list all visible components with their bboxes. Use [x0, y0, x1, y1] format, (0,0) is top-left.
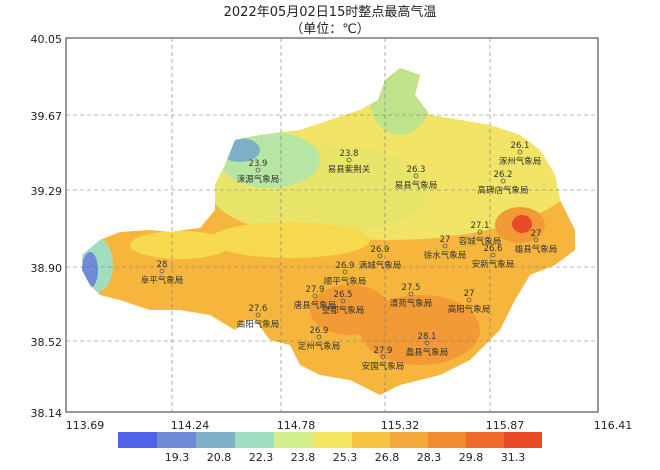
station-value: 28 — [157, 260, 168, 270]
station-value: 26.2 — [494, 170, 513, 180]
legend-label: 26.8 — [375, 451, 400, 464]
station-marker — [255, 167, 261, 173]
station-name: 高碑店气象局 — [477, 185, 528, 196]
lon-label: 113.69 — [66, 419, 105, 432]
station-marker — [533, 237, 539, 243]
station-value: 27 — [440, 235, 451, 245]
legend-label: 28.3 — [417, 451, 442, 464]
station-marker — [159, 268, 165, 274]
station-value: 28.1 — [418, 332, 437, 342]
station-value: 27.9 — [306, 285, 325, 295]
station-name: 容城气象局 — [459, 236, 502, 247]
station-value: 26.9 — [336, 261, 355, 271]
station-value: 27 — [464, 289, 475, 299]
station-name: 蠡县气象局 — [406, 347, 449, 358]
station-name: 涞源气象局 — [237, 174, 280, 185]
station-marker — [408, 291, 414, 297]
legend-label: 20.8 — [207, 451, 232, 464]
station-marker — [342, 269, 348, 275]
station-name: 涿州气象局 — [499, 156, 542, 167]
station-value: 26.3 — [407, 165, 426, 175]
subtitle: （单位：℃） — [290, 22, 370, 37]
lon-label: 115.32 — [381, 419, 420, 432]
station-marker — [255, 312, 261, 318]
station-name: 清苑气象局 — [390, 298, 433, 309]
station-name: 望都气象局 — [322, 305, 365, 316]
lat-label: 38.52 — [31, 336, 63, 349]
station-value: 27.6 — [249, 304, 268, 314]
station-value: 26.9 — [371, 245, 390, 255]
station-value: 27.5 — [402, 283, 421, 293]
station-marker — [312, 293, 318, 299]
station-value: 27 — [531, 229, 542, 239]
station-name: 唐县气象局 — [294, 300, 337, 311]
lat-label: 38.90 — [31, 262, 63, 275]
station-value: 26.9 — [310, 326, 329, 336]
lat-label: 39.67 — [31, 110, 63, 123]
station-name: 安新气象局 — [472, 259, 515, 270]
station-name: 定州气象局 — [298, 341, 341, 352]
station-name: 高阳气象局 — [448, 304, 491, 315]
station-name: 雄县气象局 — [515, 244, 558, 255]
station-marker — [380, 354, 386, 360]
station-name: 顺平气象局 — [324, 276, 367, 287]
lat-label: 40.05 — [31, 33, 63, 46]
station-marker — [500, 178, 506, 184]
lon-label: 116.41 — [594, 419, 633, 432]
station-marker — [316, 334, 322, 340]
station-name: 曲阳气象局 — [237, 319, 280, 330]
station-value: 23.8 — [340, 149, 359, 159]
station-value: 27.9 — [374, 346, 393, 356]
legend-label: 22.3 — [249, 451, 274, 464]
station-marker — [340, 298, 346, 304]
title: 2022年05月02日15时整点最高气温 — [224, 4, 437, 20]
lat-label: 39.29 — [31, 185, 63, 198]
station-marker — [442, 243, 448, 249]
station-marker — [517, 149, 523, 155]
station-value: 23.9 — [249, 159, 268, 169]
legend-label: 29.8 — [459, 451, 484, 464]
station-marker — [413, 173, 419, 179]
colorbar — [118, 432, 542, 448]
lon-label: 115.87 — [486, 419, 525, 432]
legend-label: 23.8 — [291, 451, 316, 464]
station-name: 满城气象局 — [359, 260, 402, 271]
station-marker — [466, 297, 472, 303]
graticule — [66, 38, 598, 412]
station-value: 26.1 — [511, 141, 530, 151]
station-marker — [346, 157, 352, 163]
lon-label: 114.24 — [171, 419, 210, 432]
legend-label: 31.3 — [501, 451, 526, 464]
station-name: 易县气象局 — [395, 180, 438, 191]
station-marker — [424, 340, 430, 346]
lat-label: 38.14 — [31, 407, 63, 420]
station-marker — [490, 252, 496, 258]
station-name: 易县紫荆关 — [328, 164, 371, 175]
lon-label: 114.78 — [277, 419, 316, 432]
station-name: 安国气象局 — [362, 361, 405, 372]
station-marker — [477, 229, 483, 235]
station-value: 26.5 — [334, 290, 353, 300]
station-marker — [377, 253, 383, 259]
station-name: 徐水气象局 — [424, 250, 467, 261]
station-value: 27.1 — [471, 221, 490, 231]
station-name: 阜平气象局 — [141, 275, 184, 286]
legend-label: 25.3 — [333, 451, 358, 464]
legend-label: 19.3 — [165, 451, 190, 464]
station-value: 26.6 — [484, 244, 503, 254]
